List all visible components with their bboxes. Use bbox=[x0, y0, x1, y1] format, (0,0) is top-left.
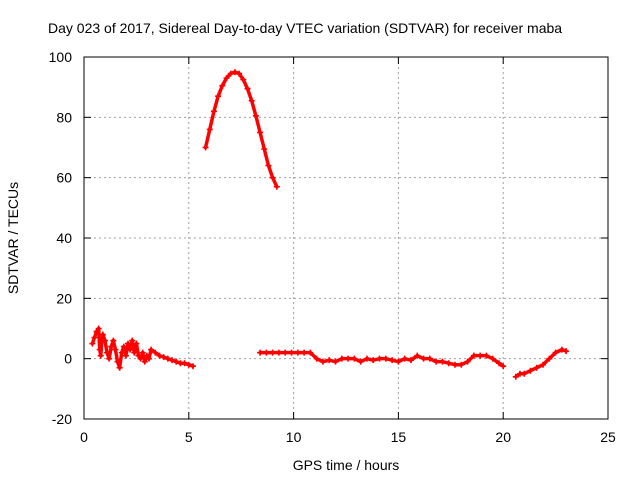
data-segment bbox=[103, 338, 109, 355]
data-segment bbox=[245, 86, 254, 103]
data-segment bbox=[107, 344, 113, 361]
data-segment bbox=[113, 347, 120, 364]
data-series bbox=[89, 69, 570, 380]
data-segment bbox=[258, 130, 267, 151]
data-segment bbox=[270, 175, 279, 189]
data-segment bbox=[212, 94, 220, 114]
y-tick-label: 0 bbox=[64, 351, 72, 367]
x-tick-label: 20 bbox=[495, 429, 511, 445]
grid-lines bbox=[84, 57, 608, 419]
axis-ticks: 0 5 10 15 20 25 -20 0 20 40 60 80 100 bbox=[49, 49, 616, 445]
data-segment bbox=[134, 341, 141, 358]
y-tick-label: 20 bbox=[56, 290, 72, 306]
data-segment bbox=[99, 338, 104, 358]
x-axis-label: GPS time / hours bbox=[293, 457, 400, 473]
data-segment bbox=[203, 127, 212, 150]
data-segment bbox=[249, 98, 258, 118]
data-segment bbox=[262, 147, 271, 168]
x-tick-label: 15 bbox=[391, 429, 407, 445]
y-tick-label: 100 bbox=[49, 49, 73, 65]
data-segment bbox=[208, 109, 216, 132]
data-segment bbox=[560, 347, 568, 353]
x-tick-label: 0 bbox=[80, 429, 88, 445]
y-axis-label: SDTVAR / TECUs bbox=[5, 182, 21, 294]
x-tick-label: 5 bbox=[185, 429, 193, 445]
data-segment bbox=[497, 361, 505, 368]
x-tick-label: 10 bbox=[286, 429, 302, 445]
chart-title: Day 023 of 2017, Sidereal Day-to-day VTE… bbox=[48, 20, 562, 36]
y-tick-label: 80 bbox=[56, 109, 72, 125]
data-segment bbox=[96, 326, 102, 352]
y-tick-label: 60 bbox=[56, 170, 72, 186]
data-segment bbox=[117, 350, 124, 370]
data-segment bbox=[254, 114, 262, 135]
x-tick-label: 25 bbox=[600, 429, 616, 445]
data-segment bbox=[187, 362, 195, 368]
y-tick-label: 40 bbox=[56, 230, 72, 246]
data-segment bbox=[266, 163, 275, 180]
data-segment bbox=[216, 83, 225, 98]
y-tick-label: -20 bbox=[52, 411, 72, 427]
